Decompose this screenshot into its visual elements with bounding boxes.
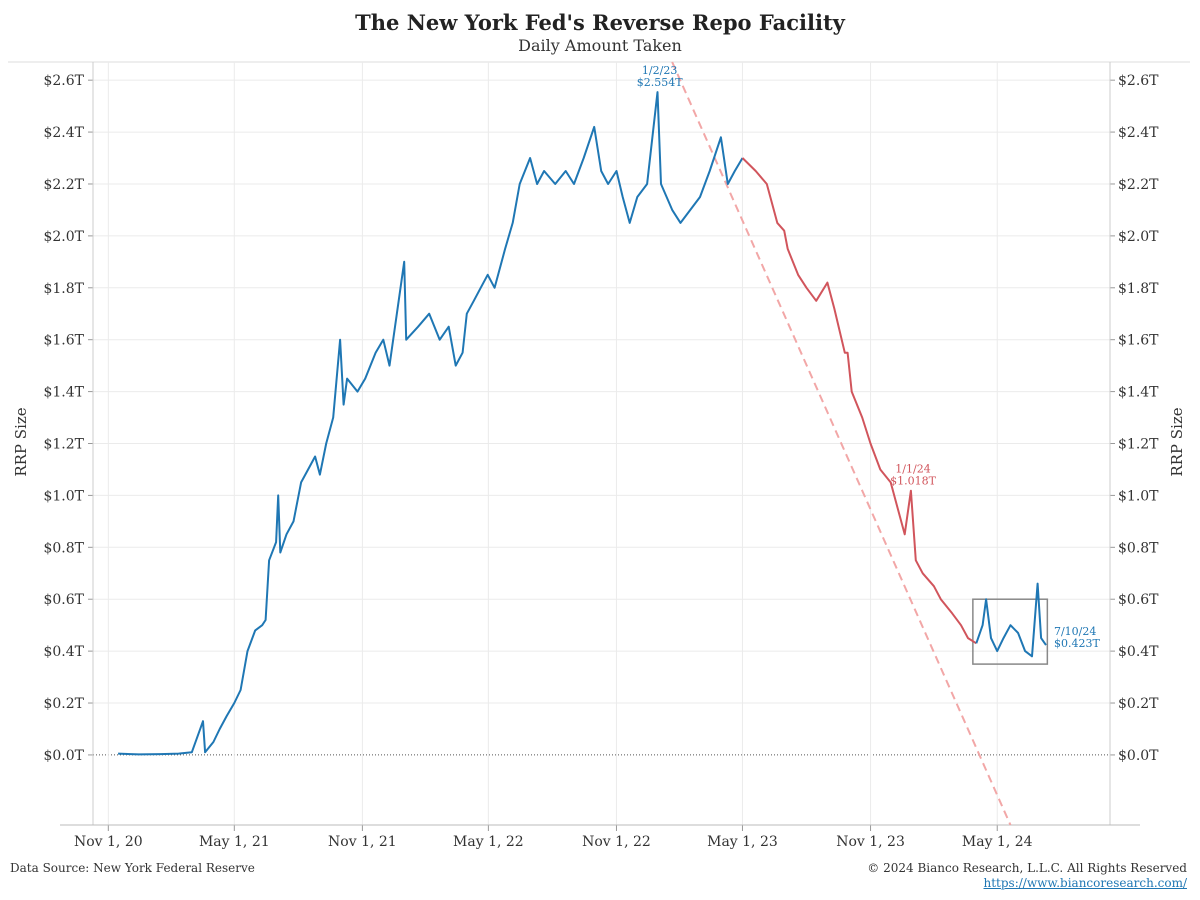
chart-subtitle: Daily Amount Taken — [518, 36, 682, 55]
y-tick-label-right: $0.4T — [1118, 644, 1159, 660]
y-tick-label-left: $0.0T — [43, 748, 84, 764]
data-source: Data Source: New York Federal Reserve — [10, 861, 255, 875]
grid-lines — [93, 62, 1110, 825]
y-tick-label-left: $1.0T — [43, 488, 84, 504]
y-tick-label-right: $1.2T — [1118, 437, 1159, 453]
y-tick-label-right: $1.8T — [1118, 281, 1159, 297]
website-link[interactable]: https://www.biancoresearch.com/ — [983, 876, 1187, 890]
y-tick-label-right: $0.2T — [1118, 696, 1159, 712]
annotation-value: $0.423T — [1054, 637, 1100, 650]
series-lines — [118, 91, 1047, 756]
y-tick-label-right: $2.0T — [1118, 229, 1159, 245]
annotation-value: $2.554T — [637, 76, 683, 89]
y-tick-label-right: $2.6T — [1118, 73, 1159, 89]
x-tick-label: May 1, 21 — [199, 834, 270, 850]
chart-title: The New York Fed's Reverse Repo Facility — [355, 10, 845, 35]
y-tick-label-left: $1.2T — [43, 437, 84, 453]
y-tick-label-left: $0.2T — [43, 696, 84, 712]
y-tick-label-left: $2.0T — [43, 229, 84, 245]
annotation-date: 7/10/24 — [1054, 625, 1096, 638]
y-tick-label-left: $1.8T — [43, 281, 84, 297]
x-tick-label: Nov 1, 20 — [74, 834, 143, 850]
series-line-1 — [118, 91, 744, 756]
y-tick-label-right: $0.6T — [1118, 592, 1159, 608]
x-tick-label: Nov 1, 21 — [328, 834, 397, 850]
y-tick-label-left: $1.4T — [43, 385, 84, 401]
y-tick-label-right: $1.4T — [1118, 385, 1159, 401]
tick-labels: $0.0T $0.0T $0.2T $0.2T $0.4T $0.4T $0.6T $0.6T… — [43, 73, 1159, 850]
y-tick-label-right: $1.6T — [1118, 333, 1159, 349]
y-tick-label-right: $0.0T — [1118, 748, 1159, 764]
series-line-2 — [741, 157, 977, 645]
chart-extras — [671, 61, 1049, 826]
y-tick-label-right: $0.8T — [1118, 540, 1159, 556]
highlight-box — [972, 598, 1049, 665]
x-tick-label: May 1, 24 — [962, 834, 1033, 850]
x-tick-label: May 1, 23 — [707, 834, 778, 850]
annotation-date: 1/1/24 — [895, 463, 930, 476]
y-tick-label-right: $2.2T — [1118, 177, 1159, 193]
trend-line — [671, 61, 1012, 826]
y-tick-label-left: $2.4T — [43, 125, 84, 141]
y-tick-label-left: $0.8T — [43, 540, 84, 556]
y-tick-label-left: $0.4T — [43, 644, 84, 660]
axes — [60, 62, 1140, 831]
x-tick-label: May 1, 22 — [453, 834, 524, 850]
copyright: © 2024 Bianco Research, L.L.C. All Right… — [867, 861, 1187, 875]
x-tick-label: Nov 1, 22 — [582, 834, 651, 850]
y-axis-label-right: RRP Size — [1168, 407, 1186, 476]
y-tick-label-left: $2.6T — [43, 73, 84, 89]
y-tick-label-left: $1.6T — [43, 333, 84, 349]
y-tick-label-right: $2.4T — [1118, 125, 1159, 141]
annotation-value: $1.018T — [890, 475, 936, 488]
y-tick-label-left: $0.6T — [43, 592, 84, 608]
y-axis-label-left: RRP Size — [12, 407, 30, 476]
y-tick-label-right: $1.0T — [1118, 488, 1159, 504]
series-line-3 — [975, 582, 1047, 658]
x-tick-label: Nov 1, 23 — [836, 834, 905, 850]
annotation-date: 1/2/23 — [642, 64, 677, 77]
annotations: 1/2/23$2.554T 1/1/24$1.018T 7/10/24$0.423T — [637, 64, 1101, 650]
y-tick-label-left: $2.2T — [43, 177, 84, 193]
